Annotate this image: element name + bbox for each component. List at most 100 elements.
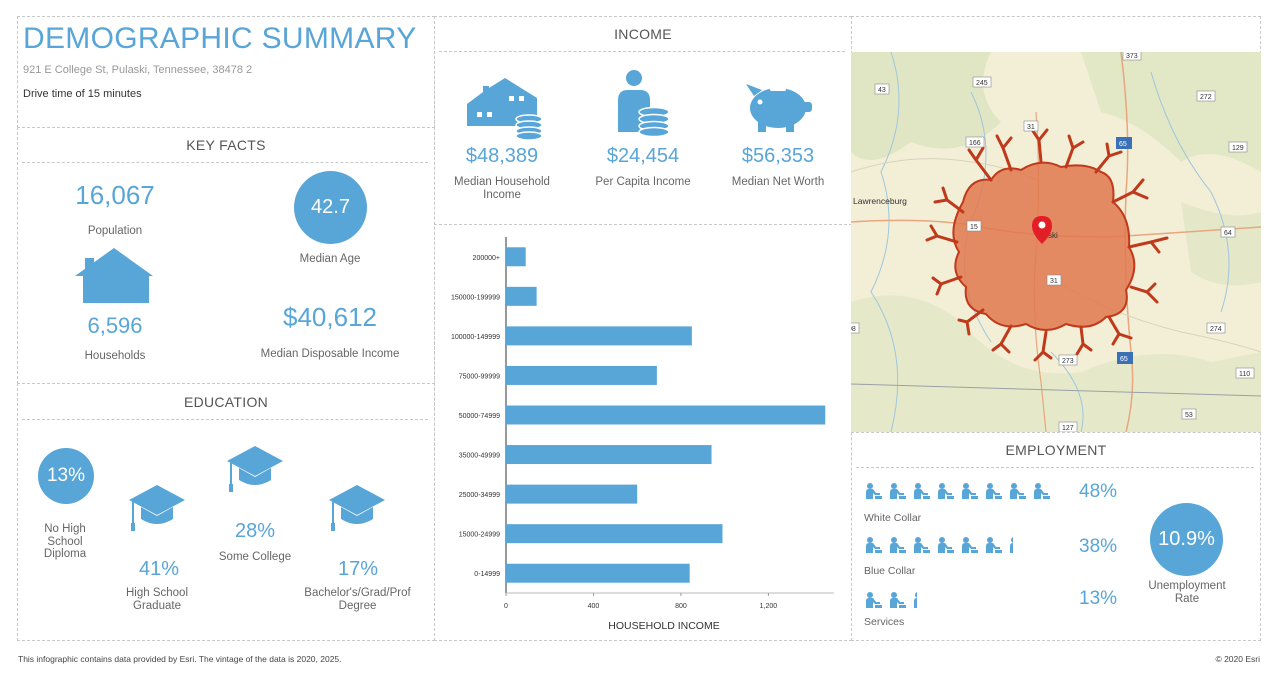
river [870, 52, 900, 432]
address-text: 921 E College St, Pulaski, Tennessee, 38… [23, 64, 253, 76]
per-capita-income-value: $24,454 [606, 145, 680, 167]
income-bar [506, 524, 723, 544]
drive-time-area [925, 126, 1169, 362]
svg-text:272: 272 [1200, 94, 1212, 101]
income-bar [506, 247, 526, 267]
worker-icon [938, 483, 954, 499]
svg-text:15: 15 [970, 224, 978, 231]
unemployment-circle: 10.9% [1150, 503, 1223, 576]
place-label: ski [1048, 231, 1058, 240]
white-collar-icons [864, 482, 1056, 505]
svg-text:43: 43 [878, 87, 886, 94]
bachelor-label: Bachelor's/Grad/Prof Degree [304, 587, 411, 612]
svg-text:64: 64 [1224, 230, 1232, 237]
worker-icon [986, 537, 1002, 553]
svg-text:274: 274 [1210, 326, 1222, 333]
worker-icon [866, 537, 882, 553]
worker-icon [938, 537, 954, 553]
worker-icon [962, 537, 978, 553]
y-tick-label: 100000-149999 [451, 334, 500, 341]
key-facts-divider [22, 162, 428, 163]
house-icon [73, 246, 155, 304]
disposable-income-value: $40,612 [283, 302, 377, 332]
median-age-circle: 42.7 [294, 171, 367, 244]
map-view[interactable]: Lawrenceburg ski 373 245 43 272 166 31 6… [851, 52, 1261, 432]
worker-icon [890, 537, 906, 553]
person-with-coins-icon [614, 70, 672, 138]
household-income-chart: 200000+ 150000-199999 100000-149999 75000-9… [451, 237, 834, 632]
some-college-value: 28% [234, 520, 276, 542]
bachelor-value: 17% [337, 558, 379, 580]
white-collar-label: White Collar [864, 512, 922, 524]
green-area [1181, 202, 1261, 286]
median-household-income-label: Median Household Income [454, 176, 550, 201]
chart-top-divider [434, 224, 852, 225]
svg-text:127: 127 [1062, 425, 1074, 432]
y-tick-label: 25000-34999 [459, 492, 500, 499]
key-facts-title: KEY FACTS [186, 137, 266, 153]
footer-source: This infographic contains data provided … [18, 654, 342, 664]
education-title: EDUCATION [183, 394, 269, 410]
worker-icon [1010, 483, 1026, 499]
y-tick-label: 35000-49999 [459, 453, 500, 460]
unemployment-value: 10.9% [1158, 528, 1215, 550]
education-divider [22, 419, 428, 420]
svg-text:31: 31 [1050, 278, 1058, 285]
services-label: Services [864, 616, 905, 628]
income-bar [506, 484, 638, 504]
graduation-cap-icon [226, 444, 284, 494]
svg-text:98: 98 [851, 326, 856, 333]
place-label: Lawrenceburg [853, 196, 907, 206]
x-tick-label: 0 [504, 603, 508, 610]
worker-icon [1034, 483, 1050, 499]
footer-copyright: © 2020 Esri [1215, 654, 1260, 664]
page-title: DEMOGRAPHIC SUMMARY [23, 22, 417, 55]
income-divider [439, 51, 845, 52]
worker-icon [866, 483, 882, 499]
services-icons [864, 591, 917, 614]
blue-collar-icons [864, 536, 1013, 559]
worker-icon [914, 537, 930, 553]
svg-text:65: 65 [1119, 141, 1127, 148]
income-bar [506, 405, 826, 425]
y-tick-label: 75000-99999 [459, 373, 500, 380]
x-axis-label: HOUSEHOLD INCOME [608, 620, 719, 632]
hs-value: 41% [138, 558, 180, 580]
y-tick-label: 0-14999 [474, 571, 500, 578]
worker-icon [914, 483, 930, 499]
x-tick-label: 1,200 [760, 603, 778, 610]
income-bar [506, 286, 537, 306]
worker-icon [914, 592, 917, 608]
green-area [851, 295, 1261, 432]
y-tick-label: 200000+ [473, 255, 500, 262]
state-border [851, 383, 1261, 397]
employment-title: EMPLOYMENT [1005, 442, 1107, 458]
employment-top-divider [851, 432, 1261, 433]
blue-collar-value: 38% [1079, 536, 1118, 557]
y-tick-label: 50000-74999 [459, 413, 500, 420]
house-with-coins-icon [465, 78, 545, 140]
svg-text:166: 166 [969, 140, 981, 147]
y-tick-label: 15000-24999 [459, 532, 500, 539]
unemployment-label: Unemployment Rate [1148, 580, 1226, 605]
worker-icon [962, 483, 978, 499]
y-tick-label: 150000-199999 [451, 294, 500, 301]
income-bar [506, 326, 692, 346]
svg-text:129: 129 [1232, 145, 1244, 152]
employment-divider [856, 467, 1254, 468]
hs-label: High School Graduate [125, 587, 188, 612]
median-age-value: 42.7 [311, 196, 350, 218]
income-bar [506, 365, 657, 385]
svg-text:373: 373 [1126, 53, 1138, 60]
no-hs-label: No High School Diploma [43, 523, 87, 560]
white-collar-value: 48% [1079, 481, 1118, 502]
drive-time-text: Drive time of 15 minutes [23, 88, 142, 100]
worker-icon [986, 483, 1002, 499]
svg-text:53: 53 [1185, 412, 1193, 419]
households-label: Households [84, 350, 146, 362]
svg-text:110: 110 [1239, 371, 1250, 378]
median-age-label: Median Age [299, 253, 361, 265]
road-shields: 373 245 43 272 166 31 65 129 64 15 31 27… [851, 52, 1255, 432]
no-hs-circle: 13% [38, 448, 94, 504]
location-pin-icon [1032, 216, 1052, 244]
